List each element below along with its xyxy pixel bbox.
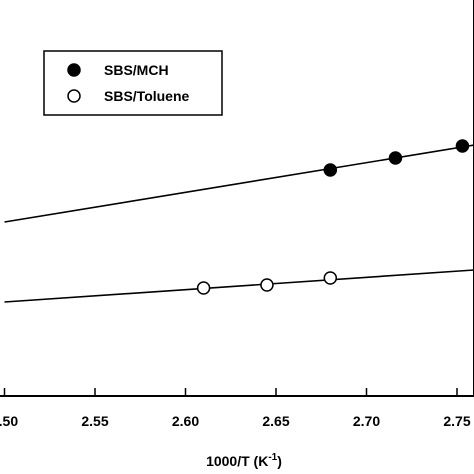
- legend-marker-sbs-mch: [67, 63, 81, 77]
- data-points: [196, 139, 470, 295]
- fit-lines: [4, 144, 474, 303]
- data-point-sbs-toluene: [323, 271, 338, 285]
- legend-label-sbs-toluene: SBS/Toluene: [104, 88, 190, 104]
- legend-label-sbs-mch: SBS/MCH: [104, 62, 169, 78]
- data-point-sbs-mch: [323, 163, 338, 177]
- fit-line-sbs-toluene: [4, 269, 474, 303]
- x-tick-label: 2.70: [353, 413, 380, 429]
- legend: SBS/MCH SBS/Toluene: [43, 50, 223, 116]
- x-axis-label: 1000/T (K-1): [206, 452, 282, 469]
- x-axis-label-main: 1000/T (K: [206, 453, 268, 469]
- x-tick-label: 2.75: [443, 413, 470, 429]
- data-point-sbs-mch: [388, 151, 403, 165]
- legend-marker-sbs-toluene: [67, 89, 81, 103]
- legend-box: [43, 50, 223, 116]
- data-point-sbs-mch: [455, 139, 470, 153]
- x-tick-label: 2.50: [0, 413, 18, 429]
- x-tick-label: 2.65: [262, 413, 289, 429]
- data-point-sbs-toluene: [196, 281, 211, 295]
- x-tick-label: 2.60: [172, 413, 199, 429]
- data-point-sbs-toluene: [260, 278, 274, 292]
- x-axis-label-superscript: -1: [268, 452, 277, 463]
- fit-line-sbs-mch: [4, 144, 474, 223]
- plot-frame: [0, 0, 474, 397]
- x-axis-ticks: 2.50 2.55 2.60 2.65 2.70 2.75: [0, 388, 471, 429]
- x-axis-label-close: ): [277, 453, 282, 469]
- plot-area: [0, 0, 474, 397]
- x-tick-label: 2.55: [81, 413, 108, 429]
